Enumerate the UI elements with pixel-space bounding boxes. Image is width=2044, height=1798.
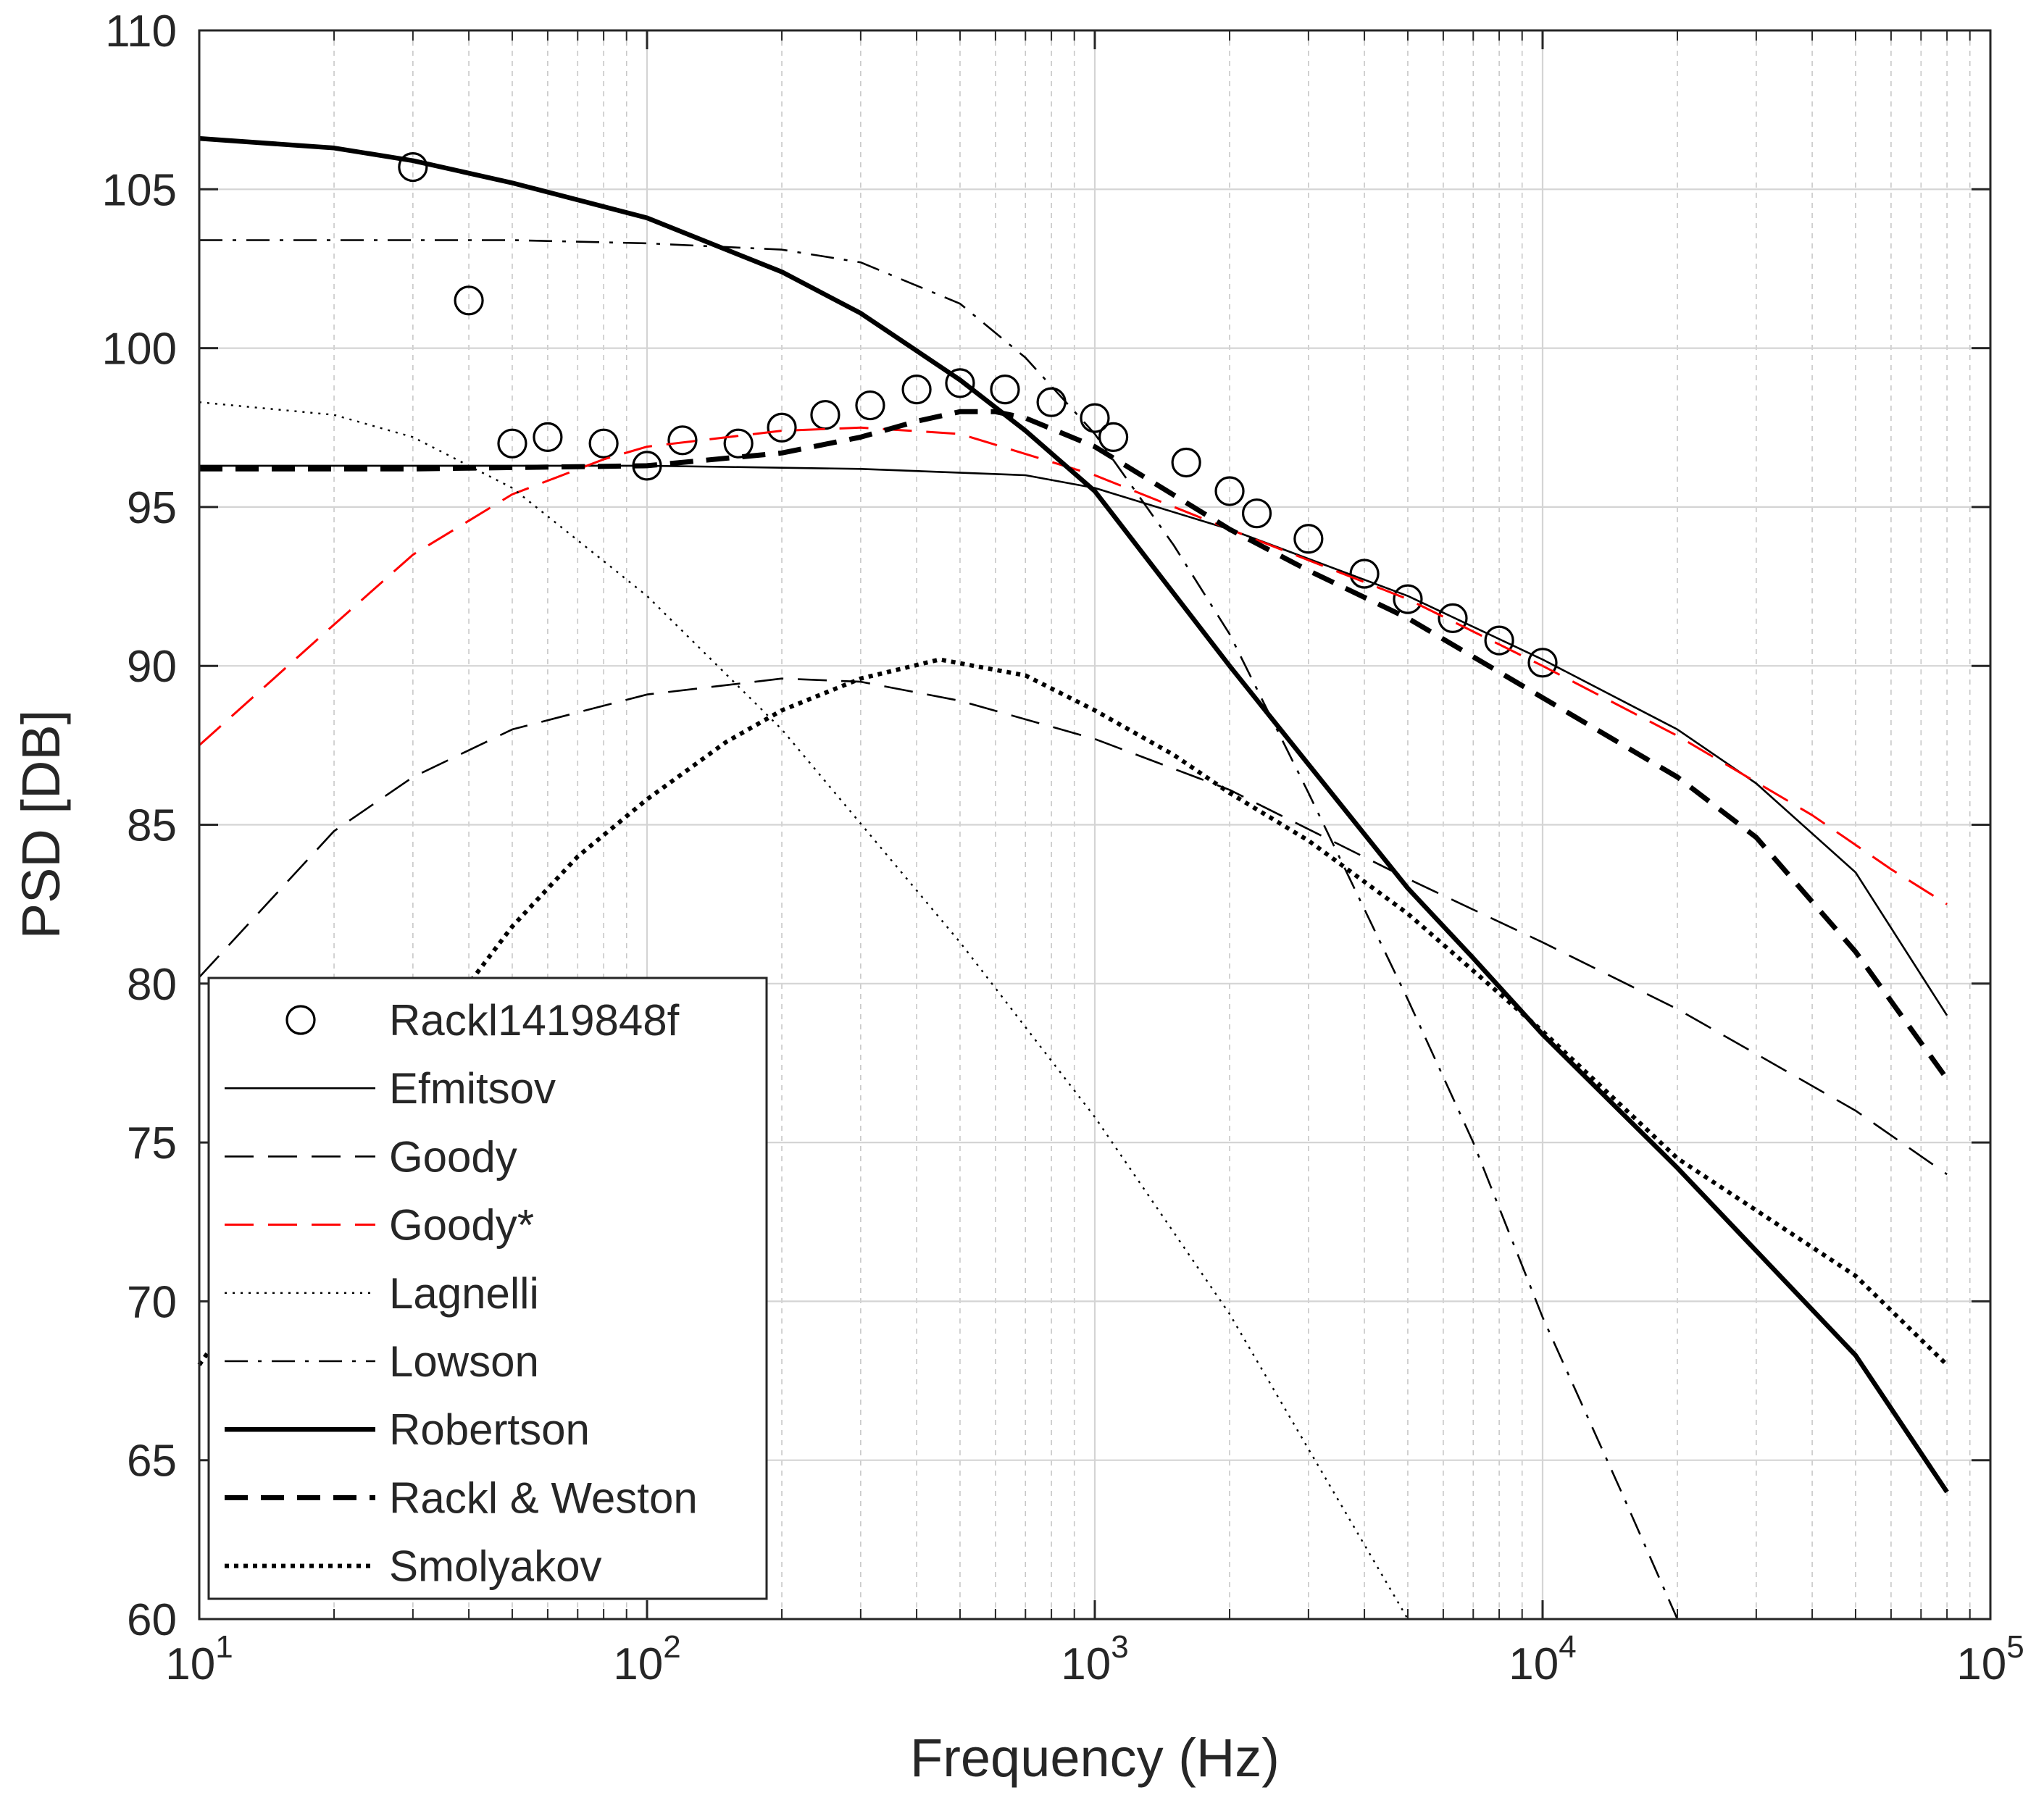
y-tick-label: 95	[127, 483, 177, 533]
legend-label: Smolyakov	[389, 1542, 601, 1591]
x-axis-title: Frequency (Hz)	[910, 1728, 1280, 1788]
y-tick-label: 100	[102, 325, 177, 375]
x-tick-label: 103	[1061, 1629, 1128, 1689]
y-tick-labels: 60 65 70 75 80 85 90 95 100 105 110	[102, 7, 177, 1645]
series-layer	[197, 135, 1949, 1620]
y-tick-label: 110	[105, 7, 177, 57]
legend-label: Rackl & Weston	[389, 1473, 698, 1522]
data-point-marker	[1393, 584, 1423, 614]
y-tick-label: 75	[127, 1118, 177, 1168]
x-tick-label: 105	[1956, 1629, 2024, 1689]
series-line	[197, 657, 1949, 1367]
legend-label: Rackl1419848f	[389, 996, 680, 1045]
y-tick-label: 80	[127, 960, 177, 1010]
series-line	[199, 409, 1949, 1081]
y-tick-label: 90	[127, 642, 177, 692]
data-point-marker	[945, 368, 975, 398]
data-point-marker	[497, 428, 527, 459]
y-axis-title: PSD [DB]	[11, 710, 71, 940]
series-line	[199, 135, 1949, 1494]
data-point-marker	[454, 285, 484, 316]
legend-label: Goody*	[389, 1201, 534, 1250]
y-tick-label: 65	[127, 1437, 177, 1487]
data-point-marker	[1214, 476, 1245, 506]
legend-label: Lagnelli	[389, 1269, 539, 1318]
legend-marker	[285, 1005, 316, 1035]
legend-label: Efmitsov	[389, 1064, 556, 1113]
data-point-marker	[1527, 648, 1558, 678]
data-point-marker	[901, 375, 932, 405]
data-point-marker	[855, 390, 885, 421]
data-point-marker	[1293, 524, 1324, 554]
data-point-marker	[1171, 447, 1201, 478]
legend-label: Robertson	[389, 1405, 590, 1454]
data-point-marker	[810, 400, 840, 430]
series-line	[199, 239, 1679, 1620]
data-point-marker	[1241, 498, 1272, 529]
legend-label: Goody	[389, 1132, 517, 1181]
data-point-marker	[1080, 403, 1110, 433]
x-tick-label: 101	[165, 1629, 233, 1689]
x-tick-label: 102	[613, 1629, 680, 1689]
legend-label: Lowson	[389, 1337, 539, 1386]
data-point-marker	[767, 412, 797, 443]
data-point-marker	[588, 428, 619, 459]
data-point-marker	[1098, 422, 1129, 453]
legend: Rackl1419848f Efmitsov Goody Goody* Lagnelli…	[207, 977, 768, 1600]
data-point-marker	[723, 428, 754, 459]
data-point-marker	[1484, 625, 1514, 656]
y-tick-label: 70	[127, 1277, 177, 1327]
series-line	[199, 677, 1948, 1176]
axis-ticks	[198, 29, 1992, 1621]
x-tick-label: 104	[1509, 1629, 1576, 1689]
data-point-marker	[1438, 603, 1468, 634]
series-line	[198, 426, 1948, 906]
data-point-marker	[990, 375, 1020, 405]
x-tick-labels: 101 102 103 104 105	[165, 1629, 2024, 1689]
series-line	[199, 401, 1409, 1620]
data-point-marker	[398, 151, 428, 183]
y-tick-label: 105	[102, 165, 177, 215]
y-tick-label: 60	[127, 1595, 177, 1645]
data-point-marker	[533, 422, 563, 453]
data-point-marker	[667, 425, 698, 456]
y-tick-label: 85	[127, 801, 177, 851]
